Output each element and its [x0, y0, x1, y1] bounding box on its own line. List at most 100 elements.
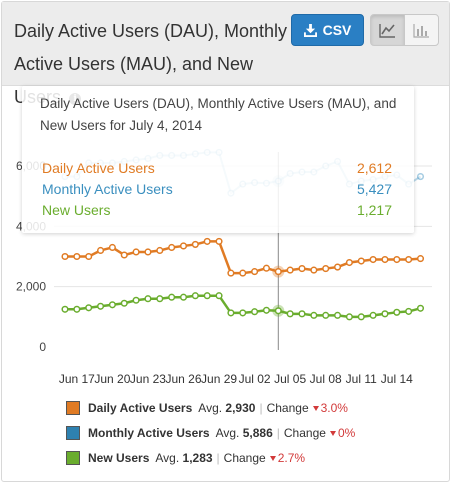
data-point — [345, 313, 353, 321]
data-point — [85, 304, 93, 312]
data-point — [393, 308, 401, 316]
data-point — [73, 305, 81, 313]
data-point — [108, 301, 116, 309]
data-point — [416, 304, 425, 312]
x-tick-label: Jul 05 — [274, 372, 306, 386]
data-point — [97, 246, 105, 255]
legend-separator: | — [259, 401, 263, 415]
data-point — [120, 251, 128, 259]
data-point — [85, 252, 93, 261]
legend-item-new-users[interactable]: New Users Avg. 1,283 | Change 2.7% — [66, 448, 305, 468]
data-point — [61, 305, 69, 313]
data-point — [416, 173, 425, 181]
tooltip-name-dau: Daily Active Users — [42, 160, 155, 176]
legend-item-mau[interactable]: Monthly Active Users Avg. 5,886 | Change… — [66, 423, 355, 443]
data-point — [369, 255, 377, 264]
x-tick-label: Jul 08 — [310, 372, 342, 386]
data-point — [227, 269, 235, 277]
tooltip-value-mau: 5,427 — [356, 181, 392, 197]
x-tick-label: Jun 23 — [130, 372, 166, 386]
legend-change-label: Change — [223, 451, 266, 465]
series-line — [65, 240, 421, 275]
legend-name: New Users — [88, 451, 150, 465]
data-point — [215, 292, 223, 300]
data-point — [168, 293, 176, 301]
legend-change: 3.0% — [312, 401, 348, 415]
data-point — [156, 295, 164, 303]
x-tick-label: Jun 29 — [201, 372, 237, 386]
x-tick-label: Jul 14 — [381, 372, 413, 386]
tooltip-value-new-users: 1,217 — [356, 202, 392, 218]
data-point — [334, 263, 342, 271]
line-view-button[interactable] — [370, 14, 405, 46]
data-point — [262, 264, 271, 272]
chart-title: Daily Active Users (DAU), Monthly Active… — [14, 15, 304, 114]
data-point — [416, 255, 425, 263]
data-point — [357, 313, 365, 321]
tooltip-value-dau: 2,612 — [356, 160, 392, 176]
legend-change-label: Change — [266, 401, 309, 415]
data-point — [274, 268, 282, 276]
data-point — [334, 311, 342, 319]
down-arrow-icon — [269, 456, 276, 461]
chart-title-text: Daily Active Users (DAU), Monthly Active… — [14, 21, 288, 107]
csv-download-button[interactable]: CSV — [291, 14, 364, 46]
data-point — [251, 268, 259, 276]
legend-swatch-dau[interactable] — [66, 401, 80, 415]
data-point — [345, 258, 353, 267]
x-tick-label: Jul 02 — [239, 372, 271, 386]
legend-swatch-new-users[interactable] — [66, 451, 80, 465]
data-point — [239, 309, 247, 317]
download-icon — [303, 23, 317, 37]
data-point — [179, 293, 188, 301]
legend-avg-value: 1,283 — [182, 451, 213, 465]
data-point — [120, 299, 128, 307]
data-point — [357, 257, 365, 265]
down-arrow-icon — [329, 431, 336, 436]
legend-change-label: Change — [283, 426, 326, 440]
legend-avg-label: Avg. — [198, 401, 223, 415]
data-point — [262, 306, 271, 314]
data-point — [168, 243, 176, 251]
data-point — [132, 296, 140, 304]
data-point — [191, 240, 199, 248]
tooltip-title: Daily Active Users (DAU), Monthly Active… — [40, 96, 397, 133]
data-point — [310, 311, 318, 319]
legend-change-value: 2.7% — [277, 451, 306, 465]
legend-swatch-mau[interactable] — [66, 426, 80, 440]
csv-label: CSV — [322, 22, 352, 38]
legend-name: Monthly Active Users — [88, 426, 210, 440]
legend-change: 2.7% — [269, 451, 306, 465]
line-chart-icon — [379, 23, 395, 38]
data-point — [132, 248, 140, 256]
legend-change: 0% — [329, 426, 356, 440]
legend-separator: | — [276, 426, 280, 440]
data-point — [227, 309, 235, 317]
data-point — [239, 269, 247, 277]
chart-tooltip: Daily Active Users (DAU), Monthly Active… — [22, 86, 414, 233]
data-point — [405, 307, 413, 315]
legend-avg-label: Avg. — [155, 451, 180, 465]
data-point — [97, 302, 105, 310]
tooltip-name-mau: Monthly Active Users — [42, 181, 173, 197]
data-point — [73, 252, 81, 261]
x-tick-label: Jun 20 — [94, 372, 130, 386]
bar-chart-icon — [413, 23, 429, 38]
legend-avg-value: 2,930 — [225, 401, 256, 415]
data-point — [381, 255, 389, 264]
data-point — [203, 292, 211, 300]
legend-name: Daily Active Users — [88, 401, 193, 415]
data-point — [144, 248, 152, 256]
data-point — [298, 310, 306, 318]
legend-item-dau[interactable]: Daily Active Users Avg. 2,930 | Change 3… — [66, 398, 348, 418]
widget-header: Daily Active Users (DAU), Monthly Active… — [2, 2, 449, 107]
down-arrow-icon — [312, 406, 319, 411]
data-point — [179, 242, 188, 250]
legend-separator: | — [216, 451, 220, 465]
data-point — [251, 308, 259, 316]
data-point — [108, 243, 116, 251]
legend-change-value: 0% — [337, 426, 356, 440]
bar-view-button[interactable] — [404, 14, 439, 46]
data-point — [369, 311, 377, 319]
